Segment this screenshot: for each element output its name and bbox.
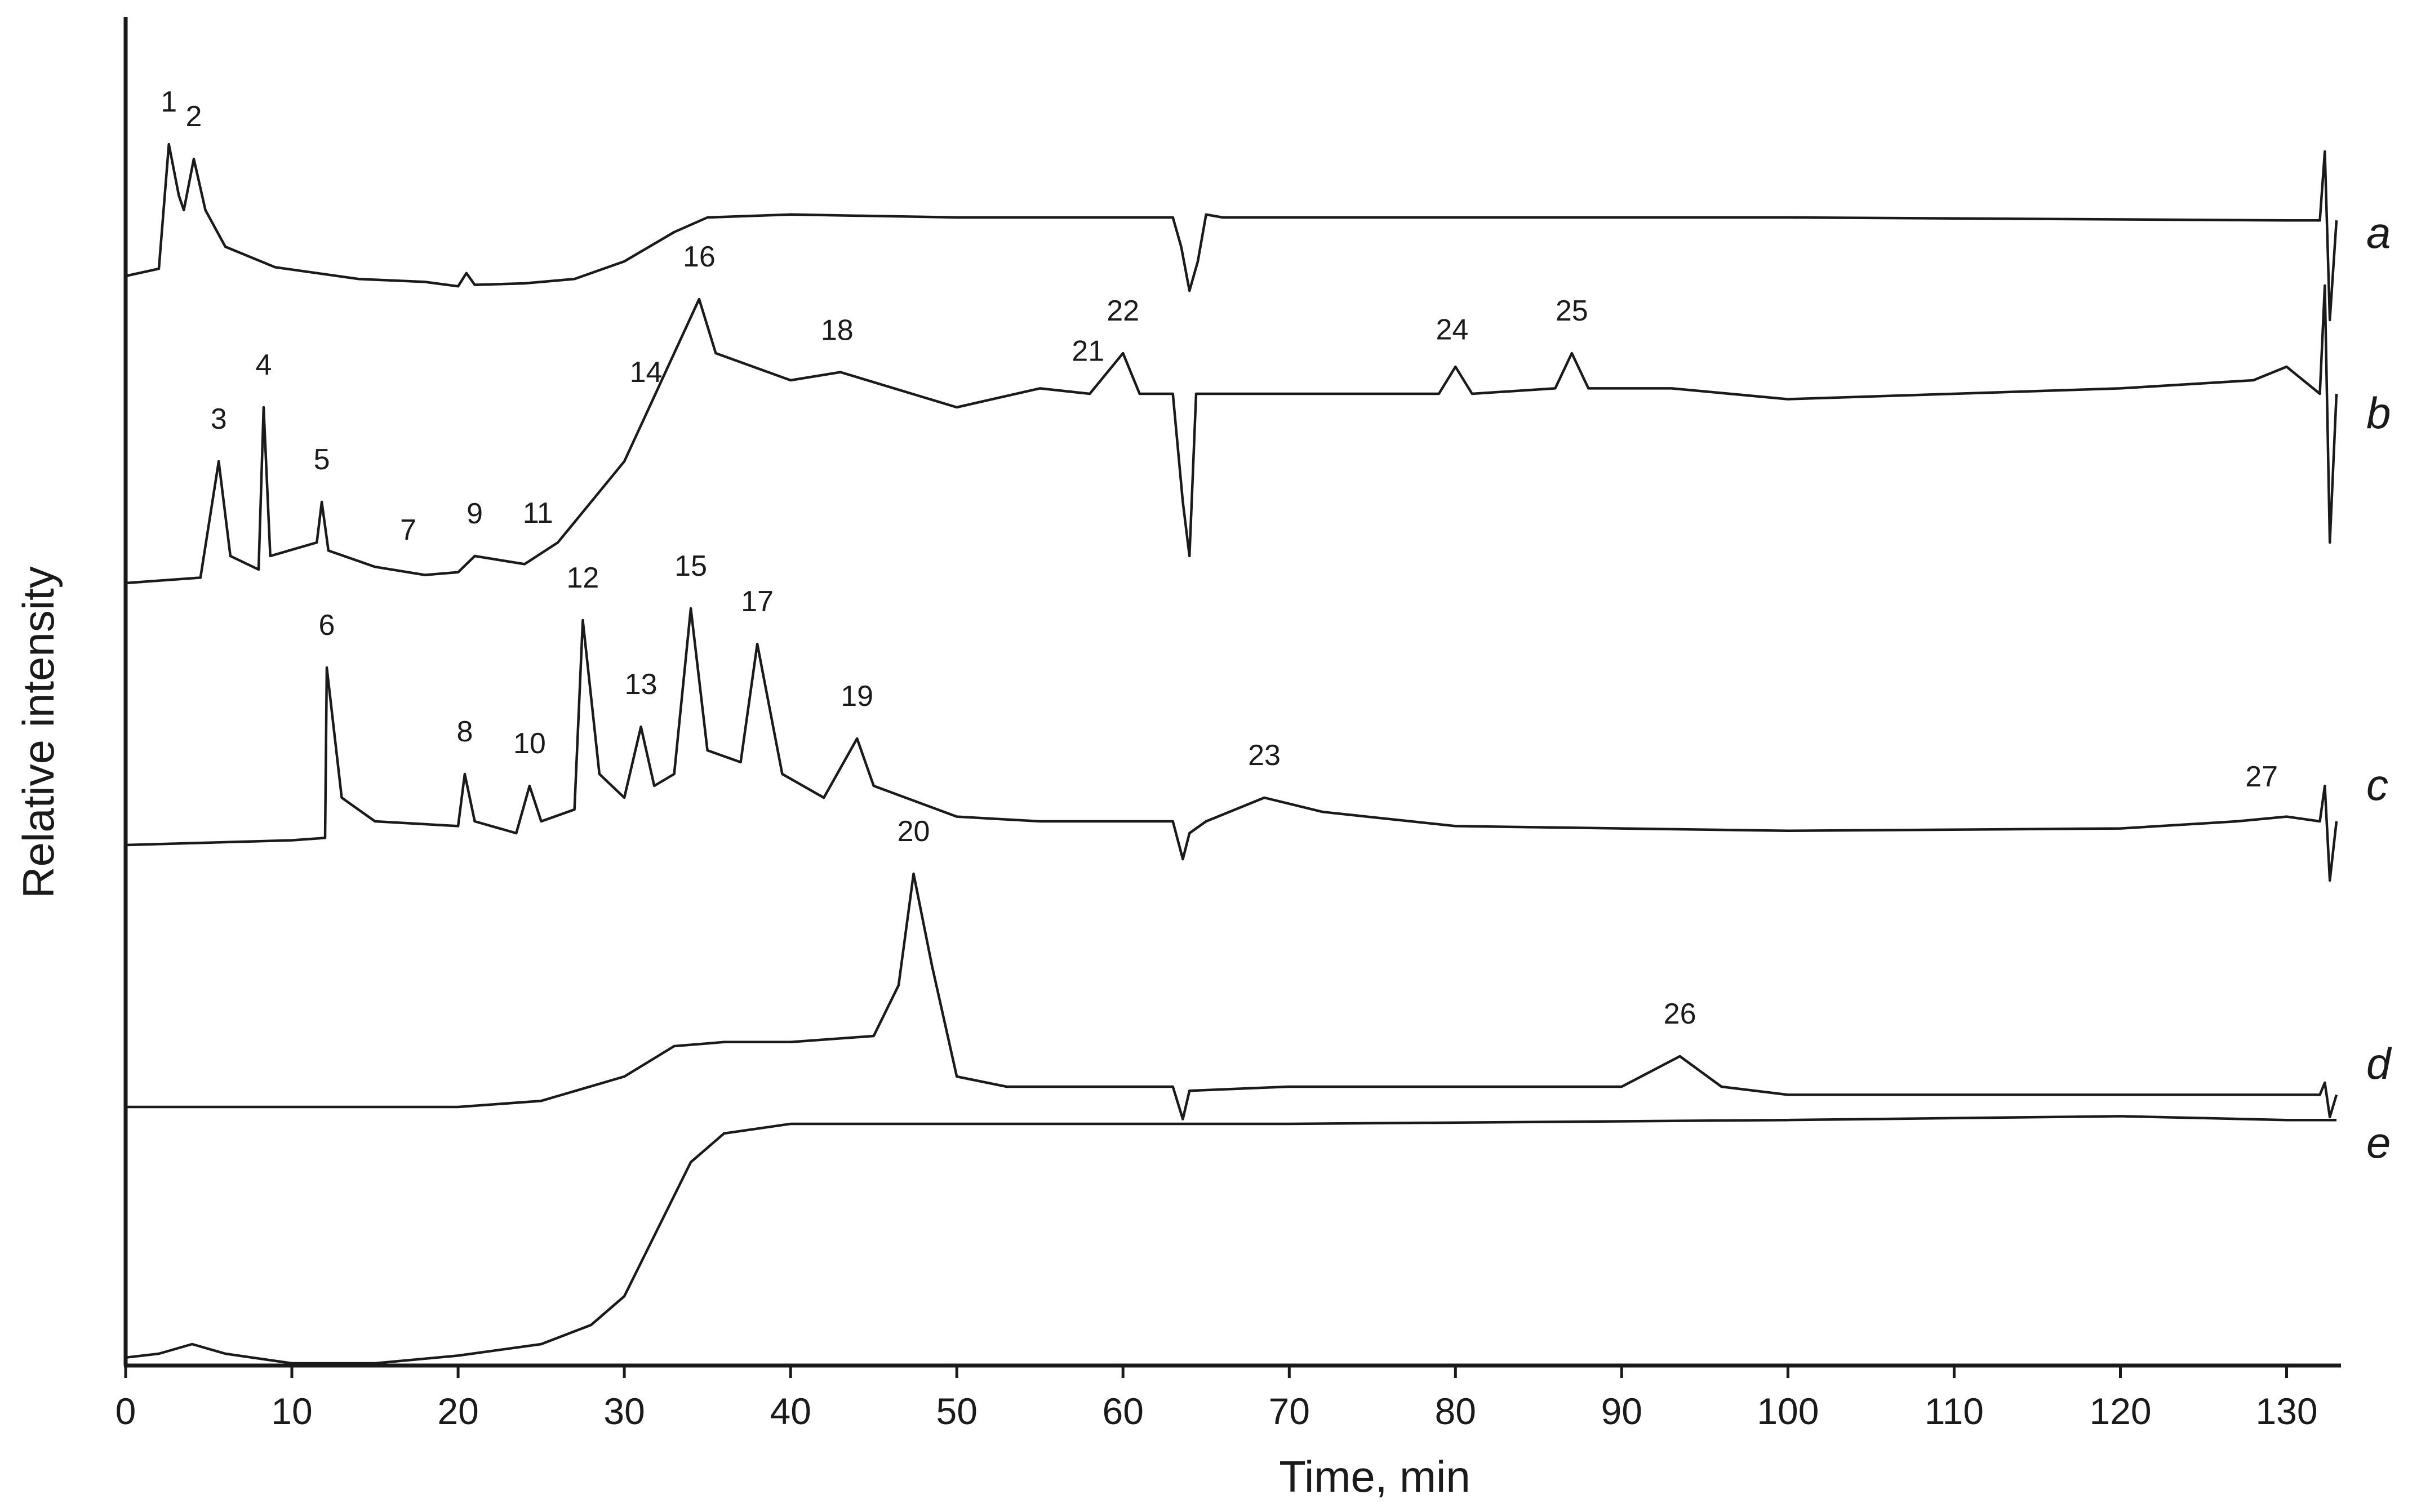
- x-tick-label: 0: [115, 1390, 136, 1432]
- peak-label-13: 13: [625, 668, 658, 701]
- trace-letter-d: d: [2366, 1039, 2392, 1088]
- x-tick-label: 20: [437, 1390, 478, 1432]
- axes-layer: [123, 17, 2341, 1368]
- trace-letter-c: c: [2366, 760, 2388, 810]
- x-tick-label: 70: [1269, 1390, 1310, 1432]
- x-tick-label: 30: [603, 1390, 645, 1432]
- peak-label-24: 24: [1436, 314, 1468, 346]
- peak-label-17: 17: [741, 585, 774, 618]
- peak-label-2: 2: [186, 100, 202, 133]
- peak-label-8: 8: [456, 715, 473, 748]
- trace-line-a: [125, 143, 2338, 322]
- peak-label-23: 23: [1248, 739, 1281, 772]
- peak-label-12: 12: [566, 562, 599, 594]
- peak-label-18: 18: [821, 314, 854, 347]
- x-tick-label: 120: [2089, 1390, 2151, 1432]
- x-tick-label: 40: [770, 1390, 811, 1432]
- peak-label-20: 20: [898, 815, 930, 848]
- peak-label-19: 19: [841, 680, 873, 713]
- trace-letter-e: e: [2366, 1118, 2391, 1167]
- peak-label-25: 25: [1556, 295, 1588, 327]
- x-ticks-layer: 0 10 20 30 40 50 60 70 80 90 100 110 120 130: [115, 1366, 2318, 1432]
- x-tick-label: 90: [1601, 1390, 1642, 1432]
- y-axis-title: Relative intensity: [14, 566, 63, 899]
- x-tick-label: 60: [1102, 1390, 1143, 1432]
- peak-label-7: 7: [400, 514, 416, 546]
- trace-letters-layer: a b c de: [2366, 208, 2392, 1167]
- peak-label-1: 1: [161, 86, 177, 118]
- trace-letter-b: b: [2366, 388, 2391, 438]
- trace-letter-a: a: [2366, 208, 2391, 257]
- x-tick-label: 110: [1925, 1390, 1984, 1432]
- x-tick-label: 100: [1757, 1390, 1819, 1432]
- trace-line-e: [125, 1115, 2336, 1365]
- x-tick-label: 50: [936, 1390, 977, 1432]
- traces-layer: [125, 143, 2338, 1365]
- peak-label-27: 27: [2245, 761, 2278, 793]
- peak-label-10: 10: [513, 727, 546, 760]
- peak-label-21: 21: [1072, 335, 1104, 368]
- peak-label-26: 26: [1664, 998, 1696, 1030]
- trace-line-d: [126, 872, 2338, 1120]
- x-tick-label: 80: [1435, 1390, 1476, 1432]
- x-axis-title: Time, min: [1279, 1452, 1470, 1501]
- peak-label-16: 16: [683, 241, 716, 273]
- peak-label-9: 9: [467, 497, 483, 530]
- x-tick-label: 130: [2255, 1390, 2317, 1432]
- trace-line-b: [125, 284, 2338, 585]
- peak-label-4: 4: [255, 349, 272, 381]
- peak-label-22: 22: [1107, 295, 1139, 327]
- peak-label-11: 11: [523, 497, 553, 530]
- peak-label-3: 3: [211, 403, 227, 435]
- x-tick-label: 10: [271, 1390, 312, 1432]
- peak-label-14: 14: [630, 356, 663, 389]
- peak-label-5: 5: [314, 443, 330, 476]
- peak-label-6: 6: [319, 609, 335, 642]
- peak-label-15: 15: [674, 550, 707, 582]
- trace-line-c: [125, 607, 2338, 882]
